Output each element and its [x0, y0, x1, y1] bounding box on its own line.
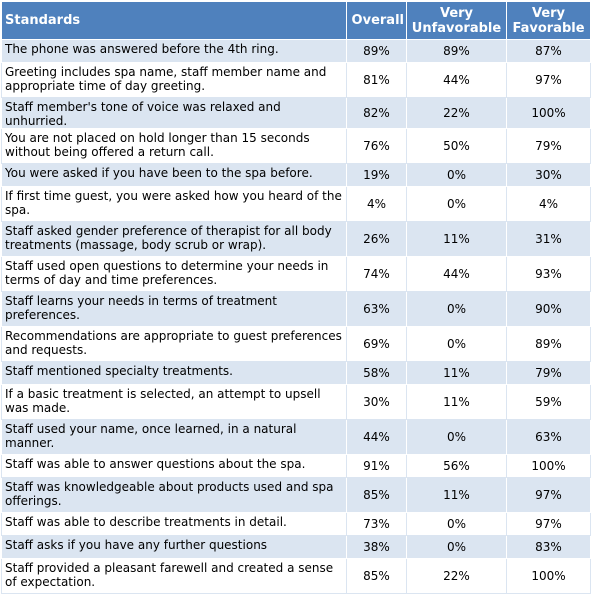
very-unfavorable-cell: 11%: [406, 221, 507, 257]
standard-cell: Staff used your name, once learned, in a…: [1, 419, 347, 455]
very-unfavorable-cell: 0%: [406, 419, 507, 455]
very-unfavorable-cell: 56%: [406, 454, 507, 478]
very-unfavorable-cell: 0%: [406, 163, 507, 187]
table-row: Staff used your name, once learned, in a…: [1, 419, 591, 455]
very-unfavorable-cell: 0%: [406, 186, 507, 222]
header-row: Standards Overall Very Unfavorable Very …: [1, 1, 591, 40]
overall-cell: 73%: [346, 512, 407, 536]
table-row: You are not placed on hold longer than 1…: [1, 128, 591, 164]
overall-cell: 44%: [346, 419, 407, 455]
very-favorable-cell: 4%: [506, 186, 591, 222]
very-unfavorable-cell: 89%: [406, 39, 507, 63]
very-unfavorable-cell: 11%: [406, 361, 507, 385]
standard-cell: If a basic treatment is selected, an att…: [1, 384, 347, 420]
very-favorable-cell: 100%: [506, 97, 591, 129]
table-row: The phone was answered before the 4th ri…: [1, 39, 591, 63]
table-row: Staff asks if you have any further quest…: [1, 535, 591, 559]
very-favorable-cell: 63%: [506, 419, 591, 455]
very-favorable-cell: 97%: [506, 62, 591, 98]
table-row: Staff was able to answer questions about…: [1, 454, 591, 478]
table-row: Staff mentioned specialty treatments. 58…: [1, 361, 591, 385]
very-unfavorable-cell: 11%: [406, 384, 507, 420]
table-row: Greeting includes spa name, staff member…: [1, 62, 591, 98]
overall-cell: 91%: [346, 454, 407, 478]
table-row: If first time guest, you were asked how …: [1, 186, 591, 222]
header-overall: Overall: [346, 1, 407, 40]
standard-cell: You are not placed on hold longer than 1…: [1, 128, 347, 164]
standard-cell: Recommendations are appropriate to guest…: [1, 326, 347, 362]
standard-cell: Staff provided a pleasant farewell and c…: [1, 558, 347, 594]
very-favorable-cell: 89%: [506, 326, 591, 362]
standard-cell: Staff was able to answer questions about…: [1, 454, 347, 478]
very-favorable-cell: 97%: [506, 477, 591, 513]
very-favorable-cell: 100%: [506, 454, 591, 478]
very-unfavorable-cell: 0%: [406, 291, 507, 327]
table-row: Recommendations are appropriate to guest…: [1, 326, 591, 362]
overall-cell: 89%: [346, 39, 407, 63]
very-favorable-cell: 30%: [506, 163, 591, 187]
very-unfavorable-cell: 44%: [406, 256, 507, 292]
standard-cell: You were asked if you have been to the s…: [1, 163, 347, 187]
very-unfavorable-cell: 50%: [406, 128, 507, 164]
standard-cell: If first time guest, you were asked how …: [1, 186, 347, 222]
table-row: Staff was able to describe treatments in…: [1, 512, 591, 536]
overall-cell: 74%: [346, 256, 407, 292]
overall-cell: 82%: [346, 97, 407, 129]
very-favorable-cell: 79%: [506, 128, 591, 164]
table-row: Staff member's tone of voice was relaxed…: [1, 97, 591, 129]
header-very-unfavorable: Very Unfavorable: [406, 1, 507, 40]
very-favorable-cell: 79%: [506, 361, 591, 385]
table-row: You were asked if you have been to the s…: [1, 163, 591, 187]
standard-cell: Staff learns your needs in terms of trea…: [1, 291, 347, 327]
standard-cell: Staff asked gender preference of therapi…: [1, 221, 347, 257]
table-row: If a basic treatment is selected, an att…: [1, 384, 591, 420]
very-unfavorable-cell: 22%: [406, 558, 507, 594]
overall-cell: 85%: [346, 558, 407, 594]
standard-cell: The phone was answered before the 4th ri…: [1, 39, 347, 63]
overall-cell: 81%: [346, 62, 407, 98]
table-row: Staff provided a pleasant farewell and c…: [1, 558, 591, 594]
very-favorable-cell: 87%: [506, 39, 591, 63]
overall-cell: 85%: [346, 477, 407, 513]
standard-cell: Staff member's tone of voice was relaxed…: [1, 97, 347, 129]
overall-cell: 69%: [346, 326, 407, 362]
table-row: Staff was knowledgeable about products u…: [1, 477, 591, 513]
overall-cell: 19%: [346, 163, 407, 187]
very-unfavorable-cell: 11%: [406, 477, 507, 513]
overall-cell: 76%: [346, 128, 407, 164]
table-row: Staff used open questions to determine y…: [1, 256, 591, 292]
very-favorable-cell: 83%: [506, 535, 591, 559]
very-favorable-cell: 59%: [506, 384, 591, 420]
standard-cell: Staff used open questions to determine y…: [1, 256, 347, 292]
very-favorable-cell: 93%: [506, 256, 591, 292]
table-row: Staff asked gender preference of therapi…: [1, 221, 591, 257]
very-favorable-cell: 100%: [506, 558, 591, 594]
standard-cell: Staff was able to describe treatments in…: [1, 512, 347, 536]
overall-cell: 38%: [346, 535, 407, 559]
overall-cell: 30%: [346, 384, 407, 420]
very-favorable-cell: 31%: [506, 221, 591, 257]
standard-cell: Staff was knowledgeable about products u…: [1, 477, 347, 513]
very-unfavorable-cell: 0%: [406, 535, 507, 559]
very-favorable-cell: 97%: [506, 512, 591, 536]
table-row: Staff learns your needs in terms of trea…: [1, 291, 591, 327]
header-standards: Standards: [1, 1, 347, 40]
very-favorable-cell: 90%: [506, 291, 591, 327]
very-unfavorable-cell: 0%: [406, 512, 507, 536]
very-unfavorable-cell: 22%: [406, 97, 507, 129]
overall-cell: 4%: [346, 186, 407, 222]
overall-cell: 26%: [346, 221, 407, 257]
very-unfavorable-cell: 0%: [406, 326, 507, 362]
very-unfavorable-cell: 44%: [406, 62, 507, 98]
header-very-favorable: Very Favorable: [506, 1, 591, 40]
table-body: The phone was answered before the 4th ri…: [1, 39, 591, 594]
standard-cell: Greeting includes spa name, staff member…: [1, 62, 347, 98]
overall-cell: 58%: [346, 361, 407, 385]
standard-cell: Staff asks if you have any further quest…: [1, 535, 347, 559]
standard-cell: Staff mentioned specialty treatments.: [1, 361, 347, 385]
overall-cell: 63%: [346, 291, 407, 327]
